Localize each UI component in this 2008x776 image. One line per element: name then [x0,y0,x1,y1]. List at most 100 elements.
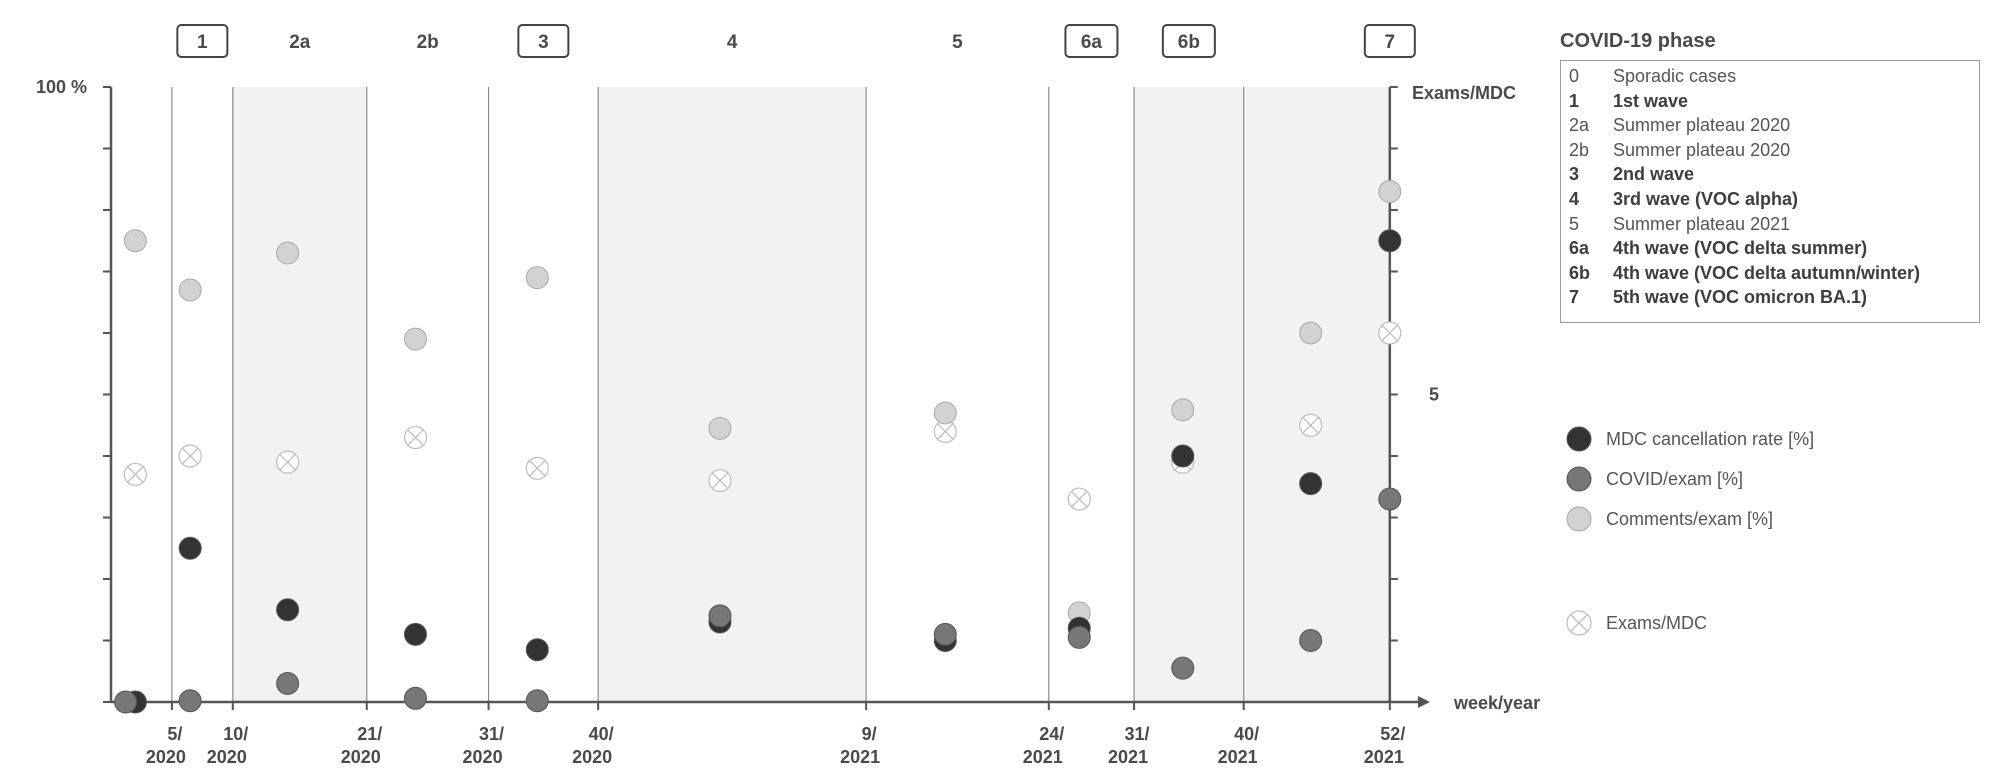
x-tick-year: 2021 [1108,747,1148,767]
mdc-point [178,536,202,560]
covid-point [525,689,549,713]
comments-point [403,327,427,351]
phase-label: 3 [538,32,549,53]
exams-mdc-cross [529,460,546,477]
exams-mdc-cross [711,472,729,489]
phase-shading [232,87,1390,702]
y-axis-right-label: Exams/MDC [1412,83,1516,103]
axis-ticks: 5 5/2020 10/2020 21/2020 31/2020 40/2020 9/202… [103,86,1439,767]
series-legend-marker [1566,466,1592,492]
x-tick-week: 52/ [1380,724,1405,744]
phase-label-box [1363,24,1416,58]
phase-label: 5 [952,32,963,53]
covid-point [708,604,732,628]
phase-legend-label: 5th wave (VOC omicron BA.1) [1613,287,1868,308]
x-tick-week: 24/ [1039,724,1064,744]
series-covid [114,487,1402,714]
phase-legend-code: 2b [1569,139,1590,160]
series-legend-label: Comments/exam [%] [1606,508,1774,529]
phase-legend-label: 2nd wave [1613,164,1695,185]
phase-label: 2a [289,32,311,53]
x-tick-week: 10/ [223,724,248,744]
phase-band [1134,87,1390,702]
comments-point [1171,398,1195,422]
phase-legend-label: Summer plateau 2020 [1613,115,1791,136]
x-tick-week: 31/ [479,724,504,744]
exams-mdc-cross [1071,490,1088,508]
phase-legend: COVID-19 phase 0 Sporadic cases 1 1st wave 2… [1560,28,1980,323]
phase-legend-code: 7 [1569,287,1580,308]
phase-legend-item: 5 Summer plateau 2021 [1569,212,1971,237]
phase-label: 6a [1081,32,1103,53]
x-tick-year: 2020 [572,747,612,767]
series-legend-item-comments: Comments/exam [%] [1564,504,1773,534]
x-tick-year: 2020 [463,747,503,767]
x-tick-year: 2021 [840,747,880,767]
phase-legend-item: 7 5th wave (VOC omicron BA.1) [1569,285,1971,310]
x-axis-arrow [1418,696,1430,708]
phase-legend-item: 2b Summer plateau 2020 [1569,138,1971,163]
x-tick-week: 40/ [1234,724,1259,744]
comments-point [178,278,202,302]
mdc-point [525,638,549,662]
phase-legend-code: 1 [1569,90,1580,111]
mdc-point [1378,229,1402,253]
series-legend-marker [1566,610,1592,636]
phase-legend-item: 0 Sporadic cases [1569,64,1971,89]
phase-legend-code: 2a [1569,115,1590,136]
covid-point [403,686,427,710]
comments-point [276,241,300,265]
phase-label-box [1064,24,1119,58]
mdc-point [1171,444,1195,468]
exams-mdc-cross [1381,324,1399,342]
series-legend-marker [1566,426,1592,452]
phase-label-box [517,24,570,58]
phase-band [598,87,867,702]
phase-legend-code: 0 [1569,66,1580,86]
series-legend-item-covid: COVID/exam [%] [1564,464,1743,494]
phase-legend-item: 1 1st wave [1569,89,1971,114]
series-legend-item-mdc: MDC cancellation rate [%] [1564,424,1814,454]
covid-point [1171,656,1195,680]
phase-legend-item: 3 2nd wave [1569,162,1971,187]
phase-legend-code: 6b [1569,262,1591,283]
phase-legend-box: 0 Sporadic cases 1 1st wave 2a Summer plateau… [1560,60,1980,323]
x-tick-week: 9/ [862,724,877,744]
phase-legend-label: 3rd wave (VOC alpha) [1613,188,1799,209]
phase-legend-label: Summer plateau 2021 [1613,213,1791,234]
covid-point [933,622,957,646]
data-points [114,180,1402,714]
series-legend-label: Exams/MDC [1606,612,1708,633]
series-legend-label: MDC cancellation rate [%] [1606,428,1815,449]
phase-legend-label: Summer plateau 2020 [1613,139,1791,160]
phase-label: 7 [1385,32,1396,53]
x-tick-year: 2020 [207,747,247,767]
exams-mdc-cross [127,466,144,483]
phase-label: 4 [727,32,738,53]
phase-legend-item: 6a 4th wave (VOC delta summer) [1569,236,1971,261]
phase-legend-code: 6a [1569,238,1590,259]
x-axis-label: week/year [1453,693,1540,713]
comments-point [933,401,957,425]
x-tick-week: 5/ [167,724,182,744]
y-axis-left-label: 100 % [36,77,87,97]
exams-mdc-cross [279,453,296,471]
phase-legend-code: 4 [1569,188,1580,209]
phase-legend-label: 1st wave [1613,90,1689,111]
comments-point [1299,321,1323,345]
mdc-point [1299,472,1323,496]
x-tick-year: 2020 [146,747,186,767]
phase-legend-title: COVID-19 phase [1560,30,1716,52]
x-tick-week: 31/ [1125,724,1150,744]
phase-label-box [1161,24,1216,58]
x-tick-year: 2020 [341,747,381,767]
exams-mdc-cross [181,447,199,465]
phase-label: 2b [417,32,439,53]
phase-legend-item: 4 3rd wave (VOC alpha) [1569,187,1971,212]
comments-point [708,416,732,440]
phase-boundaries [171,87,1245,702]
x-tick-week: 40/ [589,724,614,744]
series-legend-item-exams: Exams/MDC [1564,608,1707,638]
phase-legend-label: 4th wave (VOC delta summer) [1613,238,1868,259]
chart-plot: 100 % Exams/MDC week/year 5 5/2020 10/2020 21… [36,24,1540,767]
